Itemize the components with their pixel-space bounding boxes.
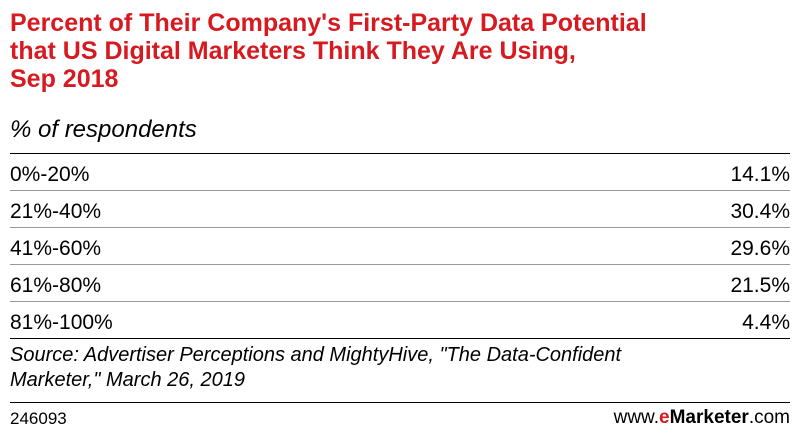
chart-title-line-3: Sep 2018 bbox=[10, 65, 119, 93]
table-row-0-20: 0%-20% 14.1% bbox=[10, 154, 790, 191]
row-value: 4.4% bbox=[742, 311, 790, 334]
chart-title-line-2: that US Digital Marketers Think They Are… bbox=[10, 37, 576, 65]
chart-subtitle: % of respondents bbox=[10, 116, 197, 143]
chart-title-line-1: Percent of Their Company's First-Party D… bbox=[10, 9, 647, 37]
table-row-61-80: 61%-80% 21.5% bbox=[10, 265, 790, 302]
brand-suffix: .com bbox=[748, 407, 790, 428]
brand-strong: Marketer bbox=[669, 407, 749, 428]
table-row-41-60: 41%-60% 29.6% bbox=[10, 228, 790, 265]
source-line-2: Marketer," March 26, 2019 bbox=[10, 369, 245, 391]
chart-id: 246093 bbox=[10, 409, 67, 428]
row-label: 0%-20% bbox=[10, 163, 90, 186]
row-label: 41%-60% bbox=[10, 237, 102, 260]
row-label: 61%-80% bbox=[10, 274, 102, 297]
row-label: 81%-100% bbox=[10, 311, 113, 334]
emarketer-link[interactable]: www.eMarketer.com bbox=[614, 407, 790, 429]
chart-title: Percent of Their Company's First-Party D… bbox=[10, 9, 790, 93]
row-value: 30.4% bbox=[730, 200, 790, 223]
table-row-21-40: 21%-40% 30.4% bbox=[10, 191, 790, 228]
row-label: 21%-40% bbox=[10, 200, 102, 223]
source-line-1: Source: Advertiser Perceptions and Might… bbox=[10, 344, 622, 366]
table-row-81-100: 81%-100% 4.4% bbox=[10, 302, 790, 339]
row-value: 14.1% bbox=[730, 163, 790, 186]
brand-accent: e bbox=[659, 407, 670, 428]
source-note: Source: Advertiser Perceptions and Might… bbox=[10, 343, 790, 393]
brand-prefix: www. bbox=[613, 407, 660, 428]
footer: 246093 www.eMarketer.com bbox=[10, 402, 790, 431]
row-value: 29.6% bbox=[730, 237, 790, 260]
data-table: 0%-20% 14.1% 21%-40% 30.4% 41%-60% 29.6%… bbox=[10, 153, 790, 339]
row-value: 21.5% bbox=[730, 274, 790, 297]
